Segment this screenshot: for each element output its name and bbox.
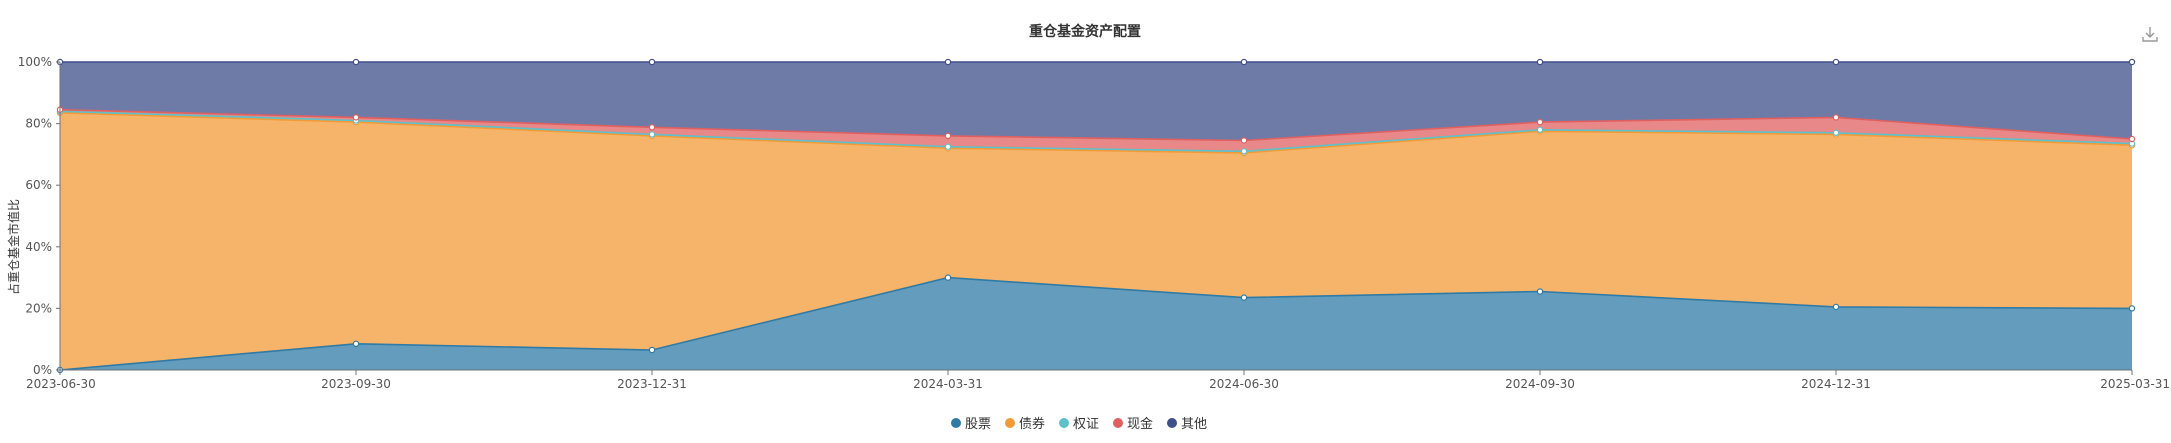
- legend-item-2[interactable]: 权证: [1059, 416, 1099, 432]
- x-tick-label: 2024-06-30: [1209, 377, 1279, 391]
- data-point-0-1[interactable]: [352, 340, 360, 347]
- legend: 股票 债券 权证 现金 其他: [951, 416, 1207, 432]
- legend-label: 股票: [965, 417, 991, 432]
- y-tick-label: 100%: [18, 55, 52, 69]
- legend-marker: [1005, 418, 1015, 428]
- download-icon: [2142, 27, 2158, 42]
- chart-title: 重仓基金资产配置: [1029, 23, 1141, 40]
- data-point-4-1[interactable]: [352, 58, 360, 66]
- area-series-0: [60, 277, 2132, 370]
- area-layer: [60, 62, 2132, 371]
- data-point-3-2[interactable]: [648, 124, 656, 131]
- legend-item-1[interactable]: 债券: [1005, 416, 1045, 432]
- data-point-4-6[interactable]: [1832, 58, 1840, 66]
- line-series-2: [59, 110, 2133, 153]
- data-point-2-2[interactable]: [648, 131, 656, 138]
- x-tick-label: 2025-03-31: [2100, 377, 2170, 391]
- data-point-0-2[interactable]: [648, 346, 656, 354]
- data-point-4-3[interactable]: [944, 58, 952, 66]
- data-point-0-3[interactable]: [944, 274, 952, 281]
- y-axis-label: 占重仓基金市值比: [6, 199, 21, 295]
- legend-item-0[interactable]: 股票: [951, 417, 991, 432]
- legend-marker: [1113, 418, 1123, 428]
- y-tick-label: 40%: [25, 240, 52, 254]
- axes: 0% 20% 40% 60% 80% 100% 2023-06-30 2023-09-30 20…: [18, 55, 2170, 391]
- y-tick-label: 20%: [25, 301, 52, 315]
- legend-label: 权证: [1073, 416, 1099, 432]
- data-point-3-4[interactable]: [1240, 137, 1248, 144]
- line-series-0: [59, 276, 2133, 371]
- data-point-0-5[interactable]: [1536, 288, 1544, 295]
- legend-label: 其他: [1181, 417, 1207, 432]
- data-point-4-4[interactable]: [1240, 58, 1248, 66]
- x-tick-label: 2023-09-30: [321, 377, 391, 391]
- area-series-1: [60, 112, 2132, 371]
- x-tick-label: 2024-03-31: [913, 377, 983, 391]
- x-tick-label: 2024-09-30: [1505, 377, 1575, 391]
- data-point-0-6[interactable]: [1832, 303, 1840, 311]
- data-point-4-5[interactable]: [1536, 58, 1544, 66]
- line-layer: [59, 61, 2133, 371]
- legend-marker: [1167, 418, 1177, 428]
- legend-label: 债券: [1019, 416, 1045, 432]
- download-button[interactable]: [2138, 22, 2162, 46]
- legend-label: 现金: [1127, 416, 1153, 432]
- x-tick-label: 2023-12-31: [617, 377, 687, 391]
- y-tick-label: 60%: [25, 178, 52, 192]
- data-point-3-6[interactable]: [1832, 114, 1840, 121]
- data-point-3-5[interactable]: [1536, 118, 1544, 126]
- data-point-4-7[interactable]: [2128, 58, 2136, 66]
- data-point-2-3[interactable]: [944, 143, 952, 150]
- legend-marker: [1059, 418, 1069, 428]
- x-tick-label: 2023-06-30: [26, 377, 96, 391]
- line-series-1: [59, 112, 2133, 154]
- data-point-0-7[interactable]: [2128, 305, 2136, 312]
- data-point-3-1[interactable]: [352, 114, 360, 121]
- y-tick-label: 80%: [25, 117, 52, 131]
- legend-item-3[interactable]: 现金: [1113, 416, 1153, 432]
- legend-marker: [951, 418, 961, 428]
- data-point-3-7[interactable]: [2128, 135, 2136, 143]
- point-layer: [56, 58, 2136, 374]
- x-tick-label: 2024-12-31: [1801, 377, 1871, 391]
- data-point-0-4[interactable]: [1240, 294, 1248, 301]
- y-tick-label: 0%: [33, 363, 52, 377]
- legend-item-4[interactable]: 其他: [1167, 417, 1207, 432]
- data-point-3-3[interactable]: [944, 132, 952, 140]
- data-point-4-2[interactable]: [648, 58, 656, 66]
- data-point-2-5[interactable]: [1536, 126, 1544, 134]
- area-series-3: [60, 109, 2132, 152]
- line-series-3: [59, 108, 2133, 142]
- data-point-2-6[interactable]: [1832, 129, 1840, 136]
- data-point-2-4[interactable]: [1240, 148, 1248, 155]
